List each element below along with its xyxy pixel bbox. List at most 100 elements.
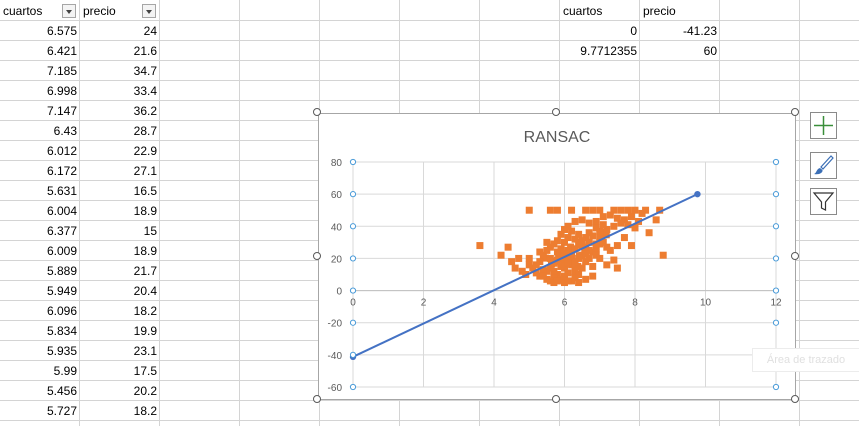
chart-title: RANSAC: [524, 129, 591, 146]
scatter-point: [589, 262, 597, 270]
cell-cuartos[interactable]: 7.185: [46, 64, 77, 78]
scatter-point: [515, 254, 523, 262]
cell-precio[interactable]: 20.4: [133, 284, 157, 298]
cell-cuartos[interactable]: 6.421: [46, 44, 77, 58]
chart-filters-button[interactable]: [810, 188, 837, 215]
y-tick-label: 40: [331, 222, 343, 233]
side-cell-precio[interactable]: 60: [703, 44, 717, 58]
cell-cuartos[interactable]: 5.949: [46, 284, 77, 298]
cell-precio[interactable]: 27.1: [133, 164, 157, 178]
cell-cuartos[interactable]: 5.456: [46, 384, 77, 398]
plot-area-handle[interactable]: [349, 223, 357, 230]
scatter-point: [575, 271, 583, 278]
cell-cuartos[interactable]: 5.834: [46, 324, 77, 338]
plot-area-handle[interactable]: [349, 351, 357, 358]
plot-area-handle[interactable]: [772, 255, 780, 262]
scatter-point: [582, 275, 590, 283]
cell-precio[interactable]: 18.2: [133, 404, 157, 418]
plot-area-handle[interactable]: [772, 158, 780, 166]
cell-precio[interactable]: 33.4: [133, 84, 157, 98]
cell-precio[interactable]: 23.1: [133, 344, 157, 358]
scatter-point: [543, 275, 551, 283]
plot-area-handle[interactable]: [349, 191, 357, 198]
filter-dropdown-precio[interactable]: [142, 4, 156, 18]
scatter-point: [561, 238, 568, 246]
cell-cuartos[interactable]: 7.147: [46, 104, 77, 118]
side-cell-cuartos[interactable]: 0: [630, 24, 637, 38]
scatter-point: [557, 262, 565, 270]
resize-handle-middle-left[interactable]: [313, 252, 321, 260]
cell-cuartos[interactable]: 5.727: [46, 404, 77, 418]
scatter-point: [564, 234, 572, 242]
cell-precio[interactable]: 22.9: [133, 144, 157, 158]
resize-handle-bottom-left[interactable]: [313, 395, 321, 403]
cell-cuartos[interactable]: 6.575: [46, 24, 77, 38]
side-header-cuartos[interactable]: cuartos: [563, 4, 603, 18]
scatter-point: [568, 206, 576, 214]
chart-elements-button[interactable]: [810, 112, 837, 139]
x-tick-label: 0: [350, 298, 356, 309]
cell-precio[interactable]: 34.7: [133, 64, 157, 78]
x-tick-label: 2: [421, 298, 427, 309]
cell-precio[interactable]: 15: [143, 224, 157, 238]
cell-cuartos[interactable]: 6.004: [46, 204, 77, 218]
filter-dropdown-cuartos[interactable]: [62, 4, 76, 18]
cell-cuartos[interactable]: 6.096: [46, 304, 77, 318]
side-cell-precio[interactable]: -41.23: [682, 24, 717, 38]
plot-area-handle[interactable]: [772, 191, 780, 198]
cell-cuartos[interactable]: 6.43: [53, 124, 77, 138]
scatter-point: [564, 222, 572, 230]
header-cell-cuartos[interactable]: cuartos: [3, 4, 43, 18]
resize-handle-bottom-right[interactable]: [791, 395, 799, 403]
scatter-point: [582, 206, 590, 214]
cell-precio[interactable]: 18.9: [133, 204, 157, 218]
cell-precio[interactable]: 21.7: [133, 264, 157, 278]
plot-area-handle[interactable]: [349, 255, 357, 262]
cell-cuartos[interactable]: 6.009: [46, 244, 77, 258]
scatter-point: [578, 264, 586, 272]
header-cell-precio[interactable]: precio: [83, 4, 116, 18]
resize-handle-top-center[interactable]: [552, 108, 560, 116]
plot-area-handle[interactable]: [772, 383, 780, 391]
cell-cuartos[interactable]: 6.172: [46, 164, 77, 178]
cell-cuartos[interactable]: 5.99: [53, 364, 77, 378]
side-header-precio[interactable]: precio: [643, 4, 676, 18]
cell-precio[interactable]: 18.9: [133, 244, 157, 258]
cell-precio[interactable]: 16.5: [133, 184, 157, 198]
cell-precio[interactable]: 19.9: [133, 324, 157, 338]
scatter-point: [546, 206, 554, 214]
cell-precio[interactable]: 21.6: [133, 44, 157, 58]
plot-area-handle[interactable]: [772, 223, 780, 230]
cell-precio[interactable]: 28.7: [133, 124, 157, 138]
cell-cuartos[interactable]: 5.631: [46, 184, 77, 198]
cell-precio[interactable]: 18.2: [133, 304, 157, 318]
resize-handle-top-right[interactable]: [791, 108, 799, 116]
cell-cuartos[interactable]: 5.935: [46, 344, 77, 358]
plot-area-handle[interactable]: [349, 383, 357, 391]
chart-container[interactable]: RANSAC 0 2 4 6 8 10 12 80 60 40 20 0 -20 -40 -60: [318, 113, 796, 400]
plot-area-handle[interactable]: [772, 319, 780, 326]
plot-area-handle[interactable]: [349, 287, 357, 294]
scatter-point: [606, 211, 614, 219]
side-cell-cuartos[interactable]: 9.7712355: [580, 44, 637, 58]
cell-precio[interactable]: 17.5: [133, 364, 157, 378]
cell-precio[interactable]: 20.2: [133, 384, 157, 398]
resize-handle-top-left[interactable]: [313, 108, 321, 116]
cell-cuartos[interactable]: 6.998: [46, 84, 77, 98]
resize-handle-middle-right[interactable]: [791, 252, 799, 260]
plot-area-handle[interactable]: [772, 287, 780, 294]
plot-area-handle[interactable]: [349, 158, 357, 166]
cell-cuartos[interactable]: 6.377: [46, 224, 77, 238]
cell-cuartos[interactable]: 5.889: [46, 264, 77, 278]
plot-area-handle[interactable]: [349, 319, 357, 326]
scatter-point: [589, 272, 597, 280]
chart-styles-button[interactable]: [810, 152, 837, 179]
cell-cuartos[interactable]: 6.012: [46, 144, 77, 158]
resize-handle-bottom-center[interactable]: [552, 395, 560, 403]
scatter-point: [553, 277, 561, 285]
scatter-point: [536, 248, 544, 256]
cell-precio[interactable]: 24: [143, 24, 157, 38]
cell-precio[interactable]: 36.2: [133, 104, 157, 118]
scatter-point: [568, 261, 576, 269]
scatter-point: [592, 251, 600, 259]
